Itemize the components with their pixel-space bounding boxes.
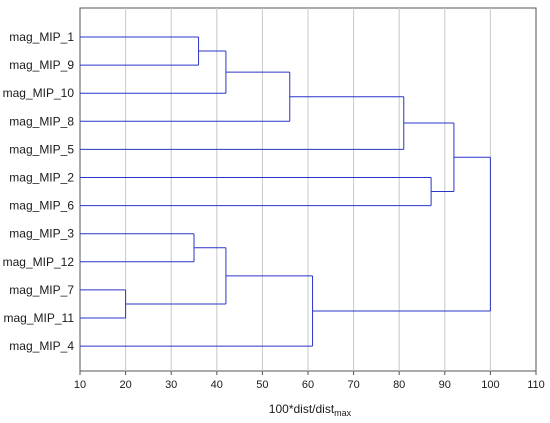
x-tick-label: 90: [439, 379, 451, 391]
x-tick-label: 60: [302, 379, 314, 391]
x-tick-label: 50: [256, 379, 268, 391]
leaf-label: mag_MIP_8: [9, 114, 74, 128]
x-tick-label: 80: [393, 379, 405, 391]
leaf-label: mag_MIP_4: [9, 339, 74, 353]
x-axis-label: 100*dist/distmax: [269, 402, 352, 418]
dendrogram-links: [80, 36, 491, 347]
x-tick-label: 10: [74, 379, 86, 391]
leaf-label: mag_MIP_12: [3, 255, 75, 269]
x-tick-label: 70: [347, 379, 359, 391]
leaf-label: mag_MIP_1: [9, 30, 74, 44]
leaf-label: mag_MIP_11: [4, 311, 75, 325]
x-tick-label: 110: [527, 379, 545, 391]
x-tick-label: 40: [211, 379, 223, 391]
x-tick-label: 20: [119, 379, 131, 391]
leaf-label: mag_MIP_10: [3, 86, 75, 100]
leaf-labels: mag_MIP_1 mag_MIP_9 mag_MIP_10 mag_MIP_8mag…: [3, 30, 75, 353]
leaf-label: mag_MIP_5: [9, 142, 74, 156]
x-tick-label: 100: [481, 379, 499, 391]
leaf-label: mag_MIP_6: [9, 199, 74, 213]
x-axis-ticks: 10 20 30 40 50 60 70 80 90 100 110: [74, 371, 545, 391]
leaf-label: mag_MIP_7: [9, 283, 74, 297]
leaf-label: mag_MIP_3: [9, 227, 74, 241]
leaf-label: mag_MIP_9: [9, 58, 74, 72]
x-tick-label: 30: [165, 379, 177, 391]
leaf-label: mag_MIP_2: [9, 171, 74, 185]
